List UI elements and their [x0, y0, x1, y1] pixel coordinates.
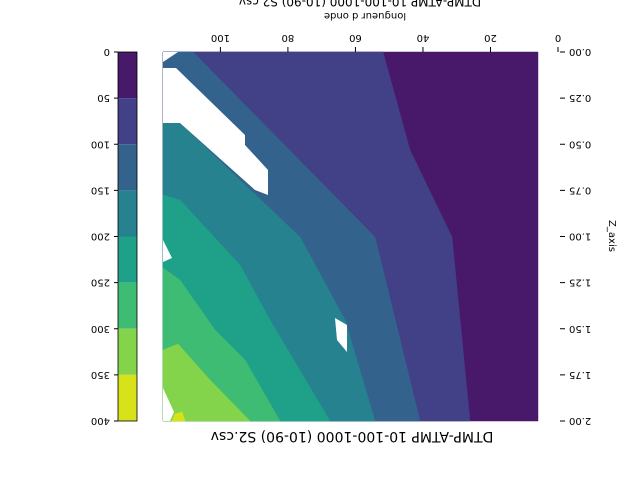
- colorbar-tick-label: 350: [91, 369, 110, 380]
- colorbar-tick-label: 400: [91, 415, 110, 426]
- x-axis-label: longueur d onde: [324, 10, 406, 21]
- x-tick-label: 60: [349, 32, 362, 43]
- colorbar-segment: [118, 374, 137, 421]
- blank-region: [163, 52, 178, 62]
- blank-region: [163, 68, 268, 195]
- colorbar-segment: [118, 282, 137, 329]
- x-tick-label: 0: [555, 32, 561, 43]
- colorbar-segment: [118, 144, 137, 191]
- colorbar-tick-label: 200: [91, 231, 110, 242]
- x-tick-label: 80: [282, 32, 295, 43]
- y-tick-label: 0.25: [569, 92, 591, 103]
- footer-text: DTMP-ATMP 10-100-1000 (10-90) S2.csv: [239, 0, 481, 9]
- x-tick-label: 20: [484, 32, 497, 43]
- colorbar-tick-label: 250: [91, 277, 110, 288]
- colorbar-tick-label: 150: [91, 184, 110, 195]
- colorbar-segment: [118, 328, 137, 375]
- colorbar-tick-label: 0: [104, 46, 110, 57]
- y-tick-label: 1.50: [569, 323, 591, 334]
- contour-band: [171, 411, 186, 422]
- chart-title: DTMP-ATMP 10-100-1000 (10-90) S2.csv: [211, 428, 494, 444]
- y-axis-label: Z_axis: [606, 220, 617, 252]
- y-tick-label: 0.75: [569, 184, 591, 195]
- blank-region: [163, 240, 172, 262]
- x-tick-label: 100: [211, 32, 230, 43]
- y-tick-label: 0.50: [569, 138, 591, 149]
- colorbar-segment: [118, 52, 137, 99]
- y-tick-label: 1.25: [569, 277, 591, 288]
- colorbar-segment: [118, 236, 137, 283]
- x-tick-label: 40: [417, 32, 430, 43]
- y-tick-label: 2.00: [569, 415, 591, 426]
- colorbar-tick-label: 300: [91, 323, 110, 334]
- colorbar-segment: [118, 98, 137, 145]
- blank-region: [163, 388, 174, 421]
- y-tick-label: 1.75: [569, 369, 591, 380]
- colorbar-tick-label: 100: [91, 138, 110, 149]
- y-tick-label: 0.00: [569, 46, 591, 57]
- y-tick-label: 1.00: [569, 231, 591, 242]
- colorbar-tick-label: 50: [97, 92, 110, 103]
- blank-region: [335, 318, 347, 352]
- colorbar-segment: [118, 190, 137, 237]
